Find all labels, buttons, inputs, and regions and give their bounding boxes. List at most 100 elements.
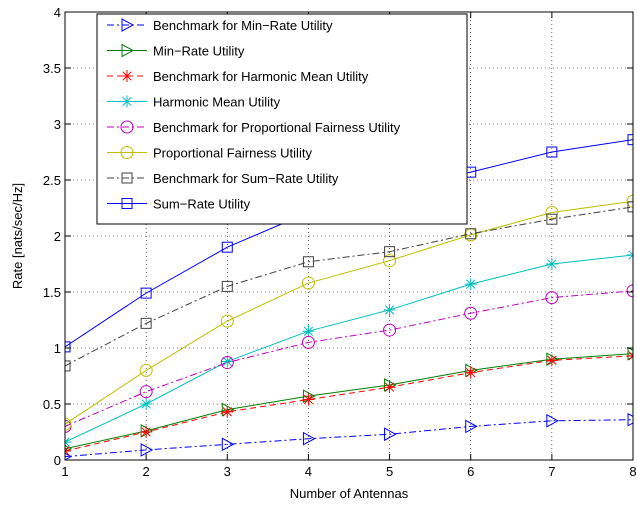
- data-point: [301, 276, 315, 290]
- legend-entry: Benchmark for Harmonic Mean Utility: [107, 69, 369, 84]
- data-point: [383, 303, 396, 316]
- legend-label: Proportional Fairness Utility: [153, 146, 312, 161]
- data-point: [220, 356, 234, 370]
- data-point: [121, 18, 135, 32]
- data-point: [464, 306, 478, 320]
- data-point: [384, 246, 396, 258]
- x-tick-label: 4: [305, 464, 312, 479]
- data-point: [139, 363, 153, 377]
- data-point: [221, 405, 234, 418]
- data-point: [221, 437, 235, 452]
- data-point: [545, 354, 558, 367]
- series-line: [65, 353, 633, 450]
- data-point: [546, 146, 558, 158]
- data-point: [65, 417, 72, 431]
- x-tick-label: 8: [629, 464, 636, 479]
- y-tick-label: 4: [54, 5, 61, 20]
- data-point: [121, 95, 133, 108]
- y-axis-label: Rate [nats/sec/Hz]: [10, 183, 25, 289]
- data-point: [545, 291, 559, 305]
- x-tick-label: 1: [61, 464, 68, 479]
- series-line: [65, 290, 633, 427]
- data-point: [140, 426, 153, 438]
- legend-label: Sum−Rate Utility: [153, 197, 251, 212]
- data-point: [384, 427, 397, 442]
- data-point: [627, 412, 633, 427]
- series-line: [65, 419, 633, 458]
- data-point: [221, 280, 233, 292]
- y-tick-label: 2.5: [43, 173, 61, 188]
- data-point: [546, 213, 558, 225]
- legend-entry: Sum−Rate Utility: [107, 197, 251, 212]
- data-point: [627, 201, 633, 213]
- legend-entry: Benchmark for Min−Rate Utility: [107, 18, 333, 33]
- data-point: [140, 443, 154, 457]
- data-point: [140, 398, 153, 410]
- series-1: [65, 412, 633, 460]
- legend: Benchmark for Min−Rate Utility Min−Rate U…: [96, 13, 468, 225]
- data-point: [65, 341, 71, 353]
- legend-entry: Benchmark for Sum−Rate Utility: [107, 171, 339, 186]
- data-point: [220, 314, 234, 328]
- data-point: [121, 198, 133, 209]
- data-point: [302, 431, 316, 446]
- series-3: [65, 349, 633, 458]
- data-point: [302, 325, 315, 338]
- legend-label: Benchmark for Sum−Rate Utility: [153, 171, 339, 186]
- series-line: [65, 254, 633, 443]
- data-point: [626, 194, 633, 208]
- y-tick-label: 3.5: [43, 61, 61, 76]
- legend-entry: Min−Rate Utility: [107, 44, 245, 59]
- data-point: [140, 287, 152, 299]
- y-tick-label: 3: [54, 117, 61, 132]
- data-point: [301, 335, 315, 349]
- x-tick-label: 3: [224, 464, 231, 479]
- data-point: [464, 366, 477, 379]
- legend-entry: Benchmark for Proportional Fairness Util…: [107, 120, 401, 135]
- axis-ticks: 1 2 3 4 5 6 7 8 0 0.5 1 1.5 2 2.5 3 3.5 4: [43, 5, 637, 479]
- data-point: [221, 355, 234, 368]
- data-point: [139, 385, 153, 399]
- y-tick-label: 1.5: [43, 285, 61, 300]
- legend-label: Benchmark for Min−Rate Utility: [153, 18, 333, 33]
- data-point: [140, 317, 152, 329]
- data-point: [383, 254, 397, 268]
- series-line: [65, 206, 633, 367]
- data-point: [302, 393, 315, 406]
- data-point: [626, 284, 633, 298]
- y-tick-label: 0.5: [43, 397, 61, 412]
- x-tick-label: 7: [548, 464, 555, 479]
- data-point: [65, 360, 71, 372]
- y-tick-label: 2: [54, 229, 61, 244]
- data-point: [120, 120, 134, 134]
- data-point: [465, 228, 477, 240]
- data-point: [627, 346, 633, 361]
- data-point: [465, 419, 478, 434]
- data-point: [383, 381, 396, 394]
- data-point: [545, 258, 558, 270]
- data-point: [464, 278, 477, 291]
- series-4: [65, 249, 633, 449]
- data-point: [121, 43, 135, 58]
- series-line: [65, 200, 633, 425]
- series-7: [65, 201, 633, 372]
- data-point: [120, 146, 134, 159]
- x-axis-label: Number of Antennas: [290, 486, 409, 501]
- y-tick-label: 0: [54, 453, 61, 468]
- x-tick-label: 6: [467, 464, 474, 479]
- data-point: [221, 241, 233, 253]
- data-point: [121, 70, 133, 82]
- data-point: [546, 413, 559, 428]
- legend-label: Min−Rate Utility: [153, 44, 245, 59]
- data-point: [302, 256, 314, 268]
- legend-box: [96, 13, 468, 225]
- data-point: [121, 172, 133, 184]
- legend-label: Benchmark for Harmonic Mean Utility: [153, 69, 369, 84]
- legend-entry: Proportional Fairness Utility: [107, 146, 312, 161]
- series-line: [65, 355, 633, 452]
- legend-label: Harmonic Mean Utility: [153, 95, 281, 110]
- x-tick-label: 5: [386, 464, 393, 479]
- x-tick-label: 2: [143, 464, 150, 479]
- data-point: [545, 205, 559, 219]
